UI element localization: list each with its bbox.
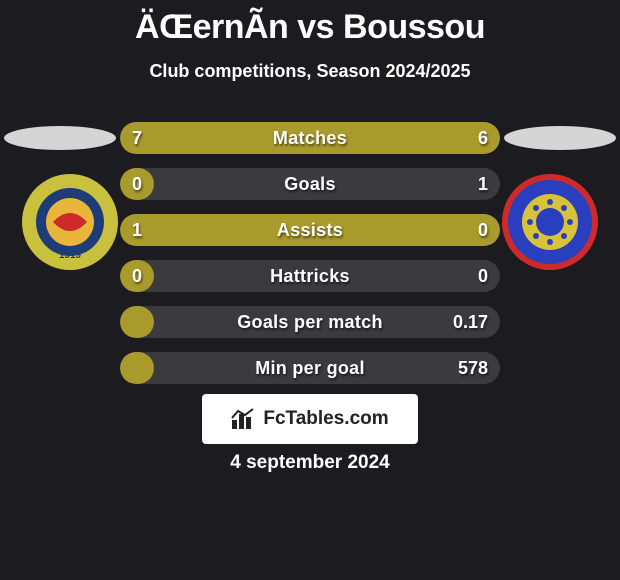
season-subtitle: Club competitions, Season 2024/2025 [0,61,620,82]
club-badge-right [500,172,600,272]
stat-row: Goals per match0.17 [120,306,500,338]
shadow-ellipse-left [4,126,116,150]
page-title: ÄŒernÃ­n vs Boussou [0,0,620,47]
bar-fill [120,122,500,154]
stat-row: Matches76 [120,122,500,154]
bar-fill [120,352,154,384]
stat-row: Goals01 [120,168,500,200]
club-crest-right-icon [500,172,600,272]
snapshot-date: 4 september 2024 [0,452,620,474]
club-badge-left: 1919 [20,172,120,272]
stat-row: Assists10 [120,214,500,246]
svg-text:1919: 1919 [59,250,82,261]
brand-text: FcTables.com [263,408,388,430]
bar-track [120,168,500,200]
brand-bars-icon [231,408,257,430]
brand-box: FcTables.com [202,394,418,444]
bar-fill [120,168,154,200]
bar-fill [120,214,500,246]
bar-track [120,214,500,246]
shadow-ellipse-right [504,126,616,150]
comparison-bars: Matches76 Goals01 Assists10 Hattricks00 Goal… [110,122,510,398]
bar-track [120,352,500,384]
bar-fill [120,306,154,338]
bar-track [120,306,500,338]
bar-track [120,122,500,154]
bar-fill [120,260,154,292]
club-crest-left-icon: 1919 [20,172,120,272]
bar-track [120,260,500,292]
stat-row: Hattricks00 [120,260,500,292]
stat-row: Min per goal578 [120,352,500,384]
